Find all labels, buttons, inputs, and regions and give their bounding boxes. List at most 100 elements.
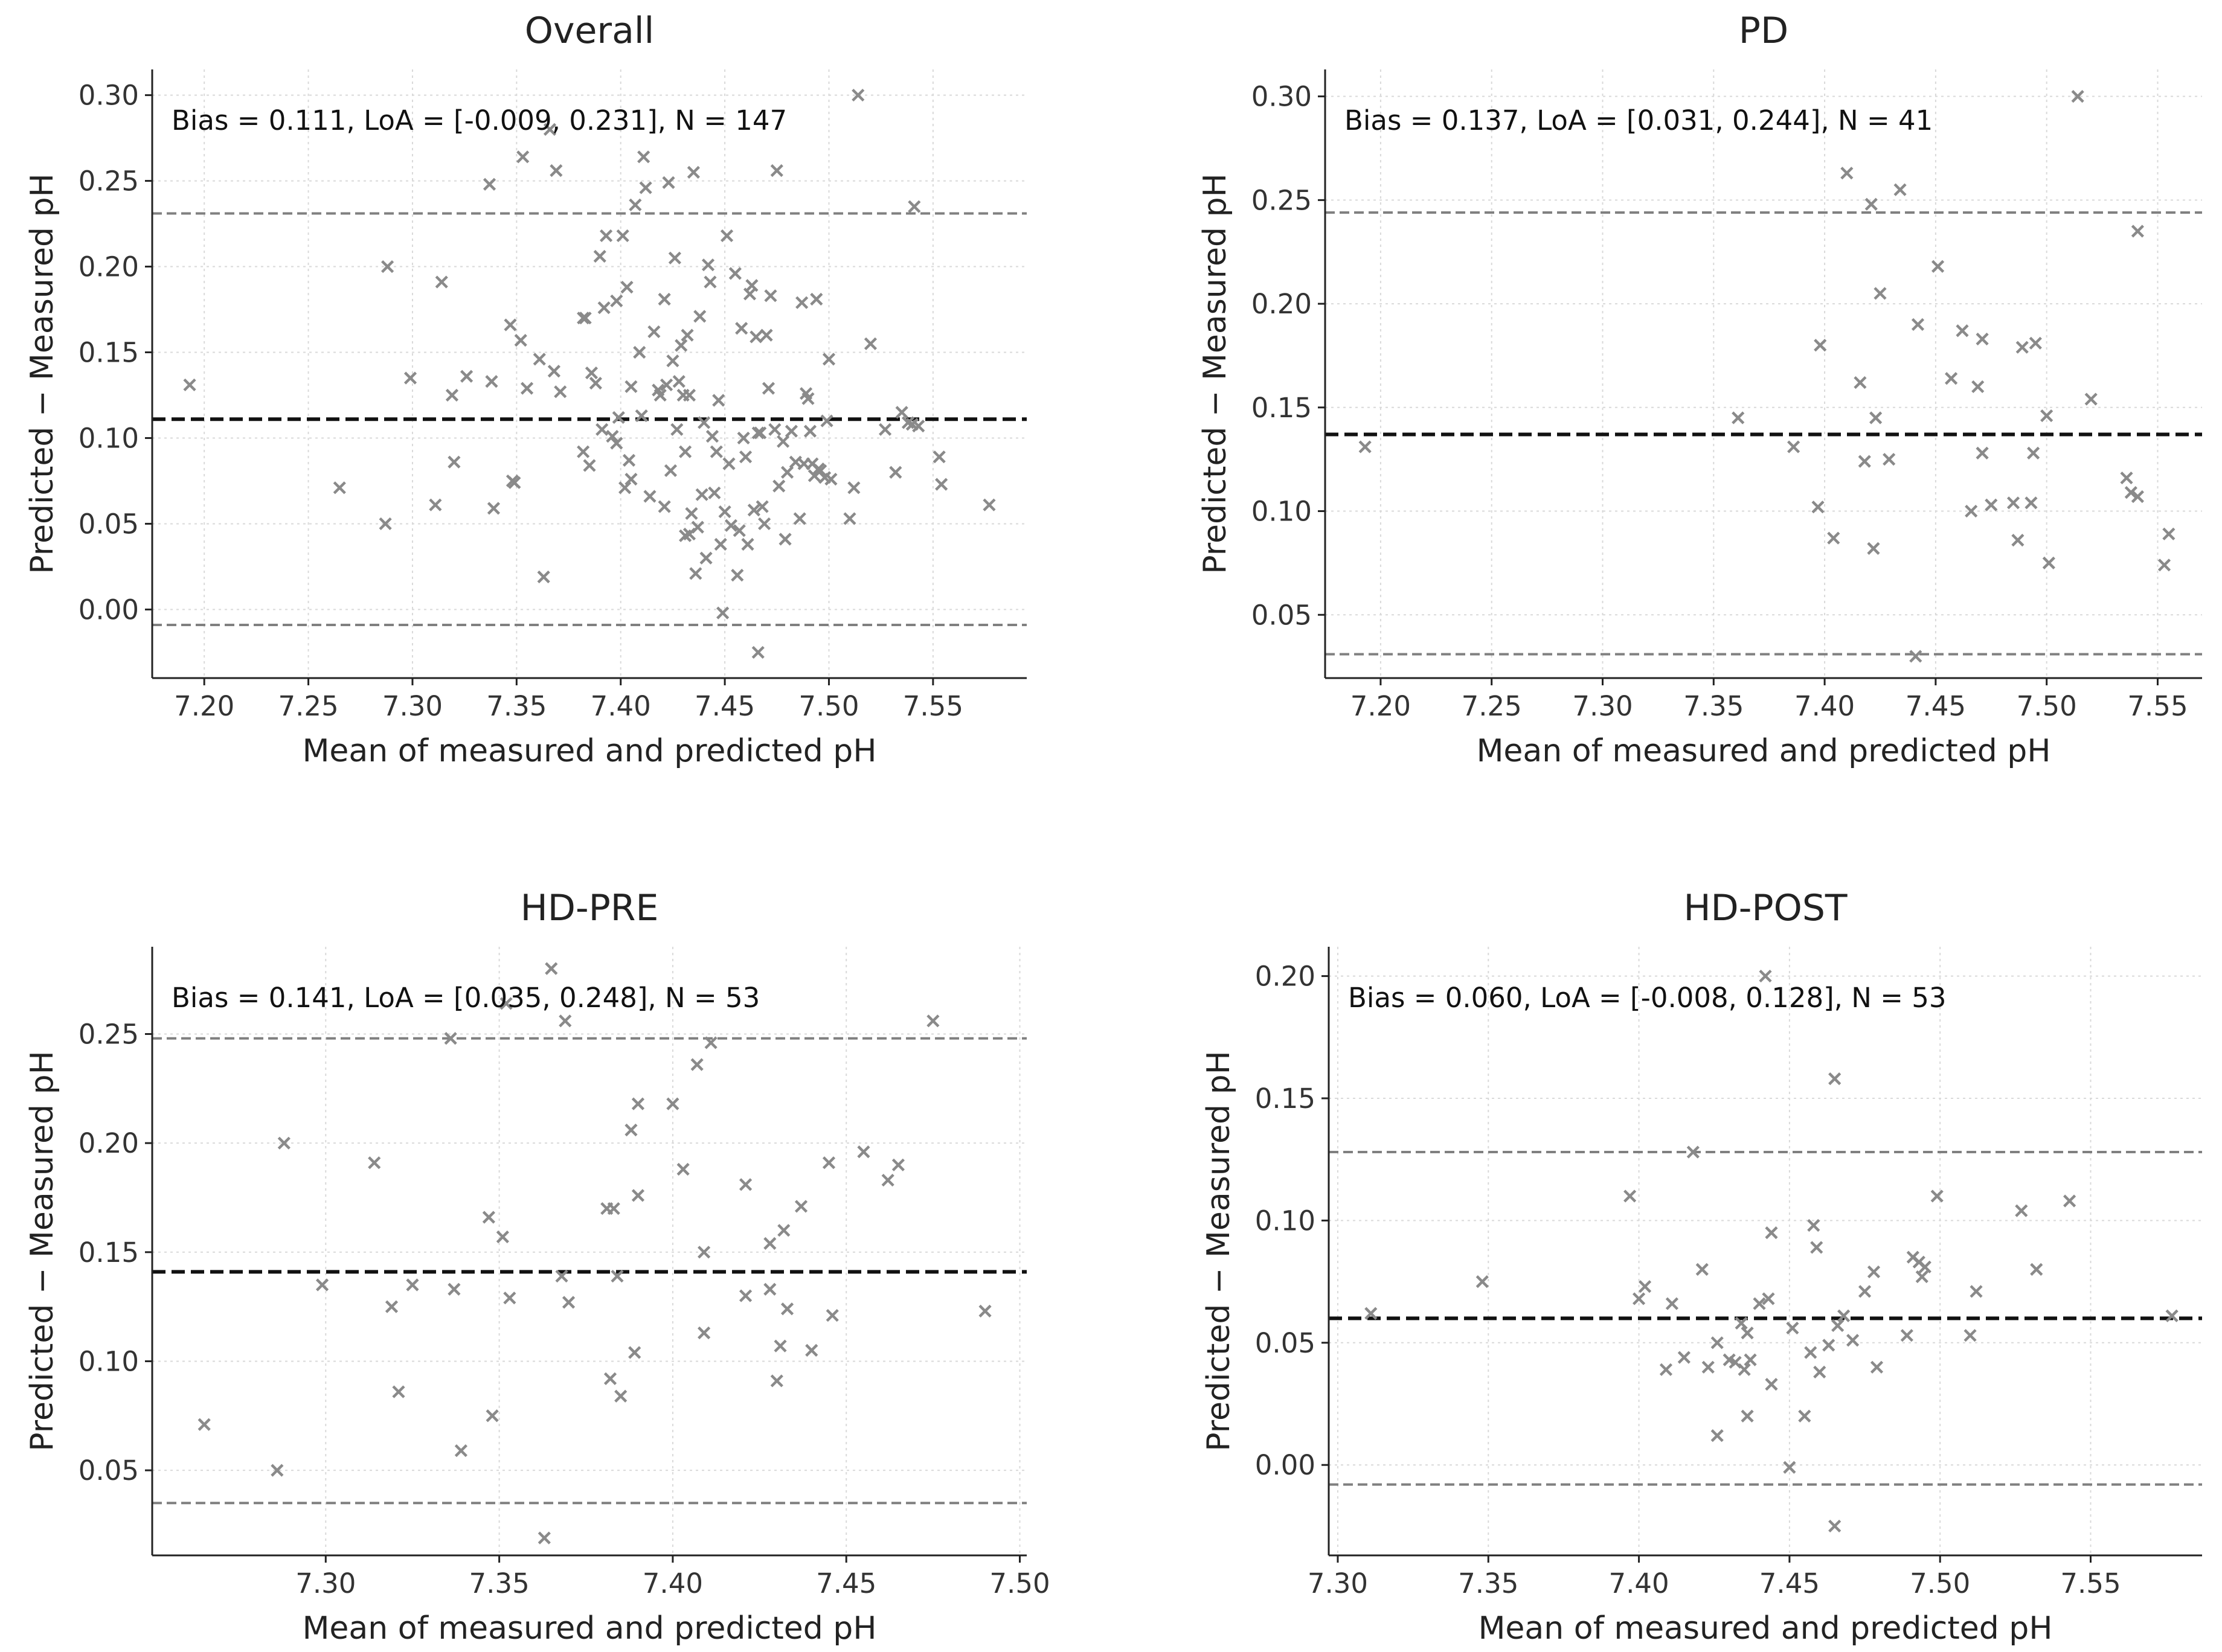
data-point [1813,1365,1826,1378]
data-point [629,198,642,211]
data-point [722,457,736,470]
stats-annotation: Bias = 0.060, LoA = [-0.008, 0.128], N =… [1348,982,1947,1014]
data-point [666,354,679,368]
y-tick-label: 0.20 [1251,288,1312,320]
data-point [2131,225,2144,238]
y-tick-label: 0.05 [79,508,139,540]
data-point [2063,1194,2076,1208]
y-tick-label: 0.10 [1255,1205,1315,1237]
data-point [487,502,501,515]
data-point [1900,1329,1913,1342]
data-point [822,353,836,366]
data-point [690,1058,704,1071]
data-point [643,490,657,503]
data-point [1964,1329,1977,1342]
data-point [1869,411,1883,424]
data-point [758,517,771,531]
data-point [1828,1519,1841,1533]
data-point [935,478,948,491]
x-tick-label: 7.40 [643,1567,703,1599]
x-tick-label: 7.30 [1572,690,1633,722]
data-point [585,366,599,380]
data-point [741,537,754,551]
data-point [379,517,392,531]
data-point [554,385,567,399]
x-tick-label: 7.35 [1683,690,1744,722]
data-point [1870,1360,1884,1374]
data-point [315,1278,329,1292]
data-point [666,1097,679,1110]
data-point [2011,534,2025,547]
data-point [2006,496,2020,510]
data-point [777,435,790,448]
data-point [770,164,783,178]
data-point [599,229,613,243]
data-point [625,473,638,486]
data-point [2015,341,2029,354]
data-point [843,512,856,525]
data-point [750,330,763,344]
data-point [2040,409,2053,423]
data-point [779,533,792,546]
data-point [579,312,592,325]
data-point [756,500,769,513]
data-point [735,322,748,335]
data-point [368,1156,381,1170]
x-tick-label: 7.30 [1308,1567,1368,1599]
y-tick-label: 0.10 [79,1345,139,1377]
data-point [1976,446,1989,459]
data-point [1732,411,1745,424]
data-point [448,1282,461,1296]
data-point [710,445,723,458]
data-point [1822,1339,1835,1352]
data-point [1710,1336,1724,1349]
data-point [763,1237,777,1250]
data-point [695,488,708,501]
data-point [633,345,646,359]
data-point [618,481,632,495]
panel-title: HD-PRE [521,887,659,929]
data-point [2124,486,2137,499]
data-point [606,430,619,443]
data-point [1874,287,1887,300]
data-point [708,486,721,499]
data-point [1930,1189,1944,1203]
data-point [698,1326,711,1340]
y-axis-label: Predicted − Measured pH [24,173,60,574]
data-point [678,445,692,458]
data-point [482,1211,495,1224]
data-point [448,455,461,469]
data-point [1854,376,1867,389]
data-point [926,1014,940,1028]
x-tick-label: 7.40 [1794,690,1855,722]
data-point [2025,496,2038,510]
data-point [2084,392,2098,406]
data-point [764,289,777,303]
data-point [514,334,527,347]
x-tick-label: 7.50 [1910,1567,1970,1599]
data-point [1828,1072,1841,1086]
data-point [712,394,725,407]
data-point [614,1389,628,1403]
data-point [1858,1285,1872,1298]
panel-hd-post: 7.30 7.35 7.40 7.45 7.50 7.55 0.00 0.05 0.10 0.15… [1201,887,2202,1647]
y-tick-label: 0.15 [79,1237,139,1269]
data-point [1741,1327,1754,1340]
x-tick-label: 7.30 [382,690,443,722]
x-tick-label: 7.35 [469,1567,530,1599]
data-point [912,420,925,433]
data-point [676,1162,690,1176]
data-point [668,251,681,264]
data-point [639,181,652,194]
data-point [1883,453,1896,466]
x-tick-label: 7.50 [798,690,859,722]
data-point [889,466,902,479]
y-axis-label: Predicted − Measured pH [1201,1051,1237,1451]
data-point [1475,1275,1489,1289]
data-point [1804,1346,1817,1359]
data-point [612,411,625,424]
data-point [1741,1409,1754,1423]
data-point [2157,559,2171,572]
data-point [803,424,817,438]
